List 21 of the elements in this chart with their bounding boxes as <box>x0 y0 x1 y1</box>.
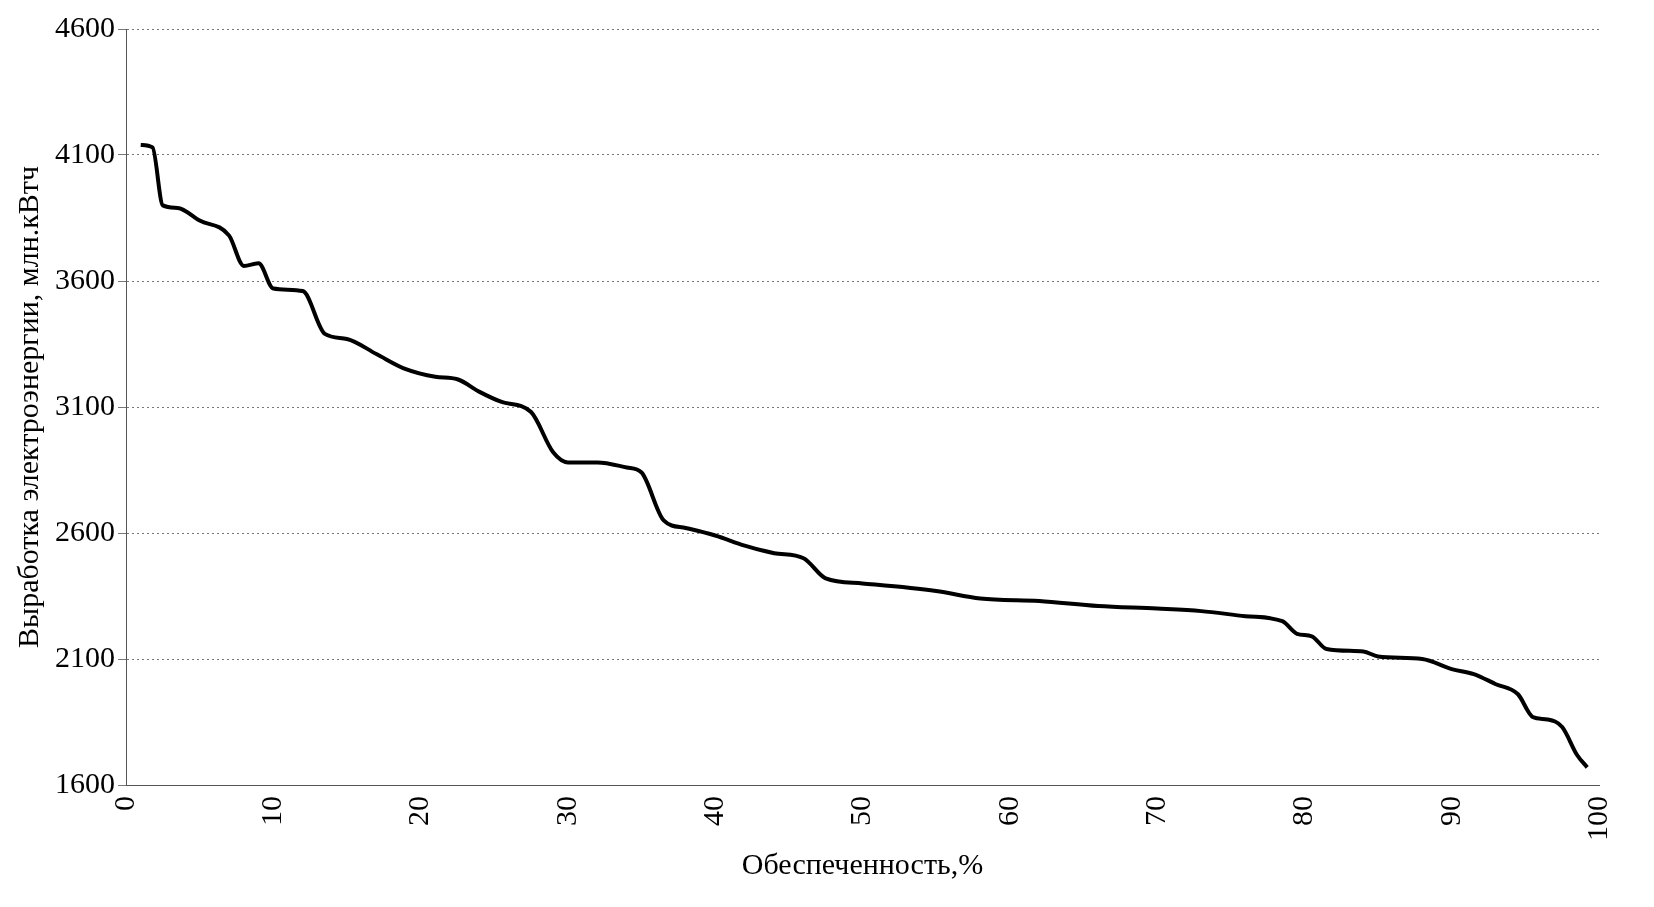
x-tick-label: 100 <box>1579 796 1613 841</box>
y-axis-title: Выработка электроэнергии, млн.кВтч <box>10 166 44 648</box>
x-tick-label: 0 <box>106 796 140 811</box>
x-tick-label: 70 <box>1137 796 1171 826</box>
x-tick-label: 10 <box>254 796 288 826</box>
x-tick-label: 60 <box>990 796 1024 826</box>
x-tick-label: 90 <box>1432 796 1466 826</box>
x-axis-title: Обеспеченность,% <box>741 846 984 880</box>
y-tick-label: 4600 <box>55 9 115 43</box>
y-tick-label: 3100 <box>55 387 115 421</box>
y-tick-label: 1600 <box>55 765 115 799</box>
y-tick-label: 2600 <box>55 513 115 547</box>
x-tick-label: 50 <box>843 796 877 826</box>
y-tick-label: 3600 <box>55 261 115 295</box>
y-tick-label: 4100 <box>55 135 115 169</box>
x-tick-label: 80 <box>1285 796 1319 826</box>
x-tick-label: 20 <box>401 796 435 826</box>
x-tick-label: 30 <box>548 796 582 826</box>
x-tick-label: 40 <box>696 796 730 826</box>
y-tick-label: 2100 <box>55 639 115 673</box>
line-series <box>138 142 1590 770</box>
